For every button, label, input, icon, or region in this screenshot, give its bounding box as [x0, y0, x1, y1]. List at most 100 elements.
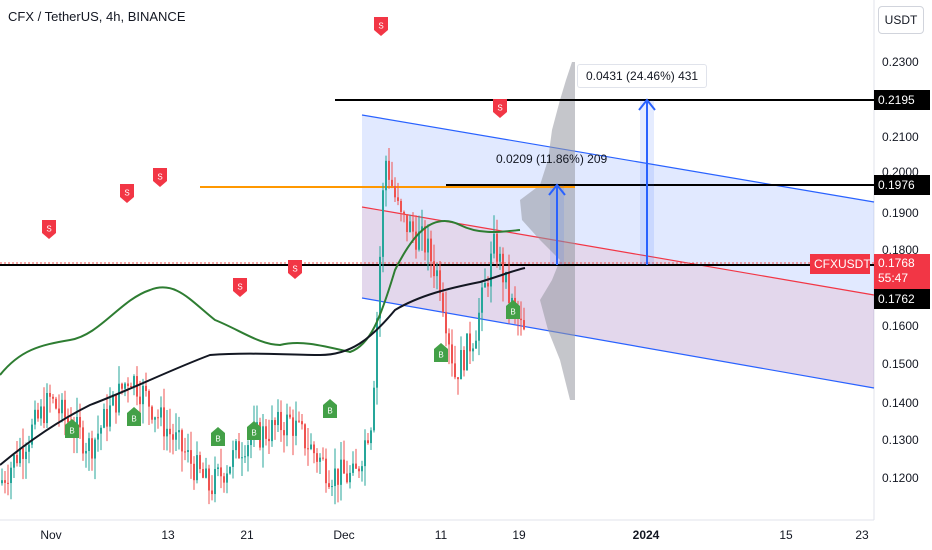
buy-signal[interactable]: B: [506, 300, 520, 319]
svg-text:B: B: [327, 407, 332, 416]
svg-text:B: B: [69, 427, 74, 436]
candle-body: [313, 444, 315, 454]
sell-signal[interactable]: S: [233, 278, 247, 297]
candle-body: [88, 438, 90, 452]
buy-signal[interactable]: B: [247, 421, 261, 440]
sell-signal[interactable]: S: [288, 260, 302, 279]
candle-body: [130, 386, 132, 388]
candle-body: [463, 350, 465, 371]
candle-body: [466, 333, 468, 371]
candle-body: [139, 396, 141, 405]
candle-body: [166, 428, 168, 437]
candle-body: [91, 438, 93, 459]
candle-body: [214, 468, 216, 495]
price-tick-label: 0.1800: [882, 243, 919, 257]
candle-body: [469, 333, 471, 352]
candle-body: [4, 480, 6, 483]
candle-body: [508, 271, 510, 304]
buy-signal[interactable]: B: [323, 399, 337, 418]
svg-text:S: S: [157, 173, 162, 182]
candle-body: [487, 283, 489, 287]
candle-body: [445, 311, 447, 334]
currency-button[interactable]: USDT: [878, 6, 924, 34]
candle-body: [361, 466, 363, 472]
candle-body: [274, 420, 276, 426]
candle-body: [232, 450, 234, 467]
candle-body: [100, 427, 102, 434]
candle-body: [325, 458, 327, 484]
candle-body: [127, 383, 129, 387]
candle-body: [160, 407, 162, 418]
candle-body: [217, 467, 219, 469]
candle-body: [304, 424, 306, 449]
svg-text:B: B: [438, 351, 443, 360]
candle-body: [154, 417, 156, 420]
candle-body: [376, 318, 378, 388]
candle-body: [265, 426, 267, 439]
candle-body: [82, 427, 84, 454]
candle-body: [250, 439, 252, 446]
sell-signal[interactable]: S: [42, 220, 56, 239]
candle-body: [238, 441, 240, 459]
candle-body: [286, 414, 288, 436]
candle-body: [400, 200, 402, 212]
channel-lower-line: [361, 297, 875, 389]
time-tick-label: 11: [434, 528, 448, 542]
price-tag-level-mid: 0.1976: [874, 175, 930, 195]
svg-text:B: B: [215, 435, 220, 444]
svg-text:B: B: [251, 429, 256, 438]
candle-body: [40, 406, 42, 419]
candle-body: [280, 411, 282, 431]
price-tick-label: 0.2100: [882, 130, 919, 144]
candle-body: [1, 480, 3, 484]
last-price-tag: 0.1768 55:47: [874, 254, 930, 290]
candle-body: [394, 185, 396, 198]
candle-body: [229, 466, 231, 474]
price-tick-label: 0.1900: [882, 206, 919, 220]
candle-body: [460, 350, 462, 380]
buy-signal[interactable]: B: [65, 419, 79, 438]
candle-body: [10, 467, 12, 484]
candle-body: [46, 393, 48, 424]
candle-body: [415, 231, 417, 250]
price-tag-level-top: 0.2195: [874, 90, 930, 110]
time-tick-label: 23: [855, 528, 869, 542]
candle-body: [358, 468, 360, 472]
candle-body: [307, 448, 309, 450]
sell-signal[interactable]: S: [153, 168, 167, 187]
candle-body: [247, 445, 249, 457]
sell-signal[interactable]: S: [120, 184, 134, 203]
candle-body: [430, 238, 432, 262]
candle-body: [148, 391, 150, 407]
candle-body: [211, 490, 213, 495]
buy-signal[interactable]: B: [211, 427, 225, 446]
price-tick-label: 0.1300: [882, 433, 919, 447]
time-tick-label: Nov: [40, 528, 62, 542]
sell-signal[interactable]: S: [374, 17, 388, 36]
candle-body: [175, 432, 177, 440]
buy-signal[interactable]: B: [127, 407, 141, 426]
candle-body: [22, 448, 24, 459]
candle-body: [31, 424, 33, 445]
candle-body: [13, 454, 15, 468]
candle-body: [352, 463, 354, 473]
sell-signal[interactable]: S: [493, 99, 507, 118]
buy-signal[interactable]: B: [434, 343, 448, 362]
candle-body: [190, 450, 192, 464]
candle-body: [451, 344, 453, 364]
candle-body: [499, 253, 501, 262]
measure-label-upper: 0.0431 (24.46%) 431: [577, 64, 708, 88]
svg-text:B: B: [131, 415, 136, 424]
candle-body: [436, 270, 438, 277]
candle-body: [391, 179, 393, 186]
svg-text:S: S: [292, 265, 297, 274]
candle-body: [196, 455, 198, 481]
candle-body: [97, 433, 99, 440]
candle-body: [295, 420, 297, 436]
candle-body: [268, 438, 270, 442]
candle-body: [433, 261, 435, 277]
candle-body: [298, 420, 300, 422]
candle-body: [115, 394, 117, 413]
svg-text:S: S: [497, 104, 502, 113]
